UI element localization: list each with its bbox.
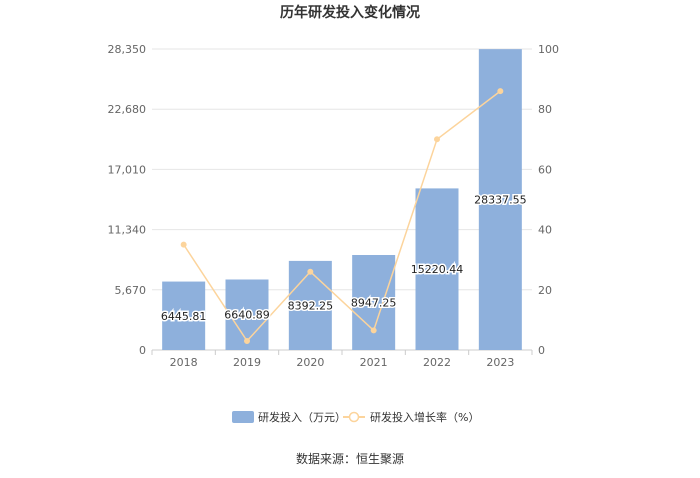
bar-value-label: 8392.25 <box>288 299 334 312</box>
growth-point <box>370 327 377 334</box>
label-layer: 6445.81 6640.89 8392.25 8947.25 15220.44 2833… <box>159 192 528 324</box>
bar-value-label: 6445.81 <box>161 310 207 323</box>
legend-item-line[interactable]: 研发投入增长率（%） <box>343 410 479 424</box>
y-right-tick-label: 60 <box>538 163 552 176</box>
x-tick-label: 2023 <box>486 356 514 369</box>
bar <box>478 49 522 350</box>
x-tick-label: 2020 <box>296 356 324 369</box>
bar-value-label: 8947.25 <box>351 297 397 310</box>
growth-point <box>497 88 504 95</box>
x-tick-label: 2021 <box>360 356 388 369</box>
y-right-tick-label: 40 <box>538 224 552 237</box>
growth-point <box>244 337 250 344</box>
y-left-tick-label: 5,670 <box>115 284 147 297</box>
bar <box>352 255 396 350</box>
y-left-tick-label: 0 <box>139 344 146 357</box>
legend-line-label: 研发投入增长率（%） <box>370 410 479 424</box>
bar-value-label: 28337.55 <box>474 194 527 207</box>
x-tick-label: 2019 <box>233 356 261 369</box>
x-tick-label: 2018 <box>170 356 198 369</box>
data-source: 数据来源：恒生聚源 <box>296 451 404 466</box>
growth-line <box>183 90 501 343</box>
y-right-tick-label: 0 <box>538 344 545 357</box>
y-right-tick-label: 100 <box>538 43 559 56</box>
bar <box>162 281 206 350</box>
bar <box>415 188 459 350</box>
bar-value-label: 6640.89 <box>224 309 270 322</box>
growth-point <box>180 241 187 248</box>
grid-layer <box>152 48 532 291</box>
y-left-tick-label: 28,350 <box>108 43 147 56</box>
legend: 研发投入（万元） 研发投入增长率（%） <box>232 410 479 424</box>
y-right-tick-label: 80 <box>538 103 552 116</box>
legend-bar-label: 研发投入（万元） <box>258 410 346 424</box>
y-right-tick-label: 20 <box>538 284 552 297</box>
bar-value-label: 15220.44 <box>411 263 464 276</box>
growth-point <box>307 268 314 275</box>
legend-item-bar[interactable]: 研发投入（万元） <box>232 410 346 424</box>
bar-layer <box>162 49 522 350</box>
legend-line-marker <box>348 411 360 423</box>
y-left-tick-label: 11,340 <box>108 224 147 237</box>
chart-title: 历年研发投入变化情况 <box>280 4 420 21</box>
axis-layer: 0 5,670 11,340 17,010 22,680 28,350 0 20 40 60 80 1… <box>108 43 560 369</box>
line-layer <box>180 88 504 344</box>
legend-bar-swatch <box>232 411 254 423</box>
growth-point <box>434 136 440 143</box>
bar <box>288 260 332 350</box>
x-tick-label: 2022 <box>423 356 451 369</box>
y-left-tick-label: 22,680 <box>108 103 147 116</box>
y-left-tick-label: 17,010 <box>108 163 147 176</box>
